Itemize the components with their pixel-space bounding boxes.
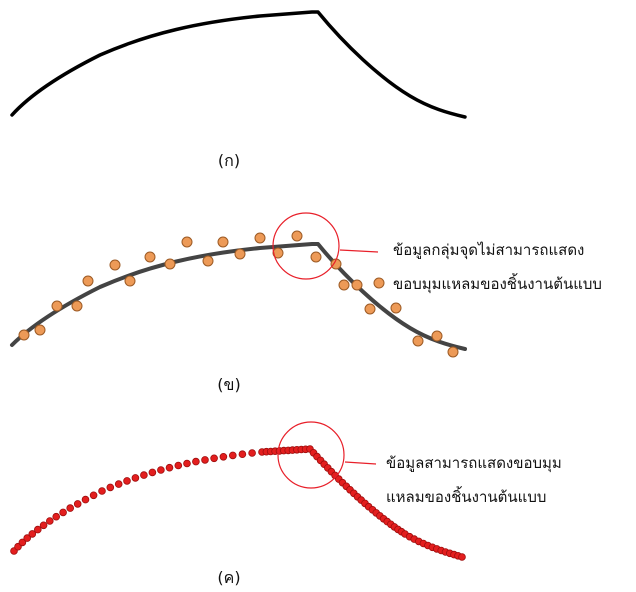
dense-point bbox=[192, 457, 200, 466]
sparse-point bbox=[51, 300, 63, 312]
dense-point bbox=[165, 463, 174, 472]
sparse-point bbox=[202, 255, 214, 267]
sparse-point bbox=[109, 259, 121, 271]
sparse-point bbox=[254, 232, 266, 244]
dense-point bbox=[458, 553, 466, 561]
profile-curve bbox=[10, 10, 467, 119]
dense-point bbox=[33, 525, 42, 534]
dense-point bbox=[98, 487, 106, 495]
dense-point bbox=[106, 483, 115, 492]
sparse-point bbox=[447, 346, 459, 358]
annotation-c-line-2: แหลมของชิ้นงานต้นแบบ bbox=[386, 486, 546, 506]
dense-point bbox=[210, 454, 218, 463]
sparse-point bbox=[71, 300, 83, 312]
sparse-point bbox=[431, 330, 443, 342]
dense-point bbox=[183, 459, 191, 468]
sparse-point bbox=[373, 277, 385, 289]
panel-b: ข้อมูลกลุ่มจุดไม่สามารถแสดง ขอบมุมแหลมขอ… bbox=[10, 212, 602, 394]
sparse-point bbox=[181, 236, 193, 248]
dense-point bbox=[66, 504, 74, 512]
sparse-point bbox=[82, 275, 94, 287]
dense-point bbox=[114, 480, 123, 488]
dense-point bbox=[238, 450, 247, 459]
panel-label-c: (ค) bbox=[217, 568, 240, 587]
highlight-circle-c bbox=[277, 421, 345, 489]
dense-point bbox=[131, 474, 140, 482]
dense-point bbox=[148, 468, 157, 477]
dense-point bbox=[219, 452, 228, 461]
sparse-point bbox=[164, 258, 176, 270]
sparse-point bbox=[338, 279, 350, 291]
sparse-point bbox=[18, 329, 30, 341]
dense-point bbox=[81, 495, 90, 504]
dense-point bbox=[39, 521, 48, 530]
sparse-point bbox=[144, 251, 156, 263]
sparse-point bbox=[310, 251, 322, 263]
fitted-curve bbox=[10, 242, 467, 351]
dense-point bbox=[123, 477, 131, 485]
dense-point bbox=[28, 530, 37, 538]
sparse-point bbox=[124, 275, 136, 287]
dense-point bbox=[18, 538, 27, 547]
panel-label-b: (ข) bbox=[217, 375, 240, 394]
sparse-point bbox=[291, 230, 303, 242]
dense-point bbox=[45, 517, 54, 525]
panel-label-a: (ก) bbox=[218, 151, 240, 170]
annotation-c-line-1: ข้อมูลสามารถแสดงขอบมุม bbox=[386, 454, 562, 473]
sparse-point bbox=[364, 303, 376, 315]
dense-point bbox=[201, 456, 209, 464]
dense-point bbox=[140, 471, 148, 479]
annotation-b-line-1: ข้อมูลกลุ่มจุดไม่สามารถแสดง bbox=[393, 241, 584, 260]
sparse-point bbox=[217, 236, 229, 248]
sparse-point bbox=[272, 247, 284, 259]
sparse-point-cloud bbox=[18, 230, 459, 358]
sparse-point bbox=[412, 335, 424, 347]
annotation-b-line-2: ขอบมุมแหลมของชิ้นงานต้นแบบ bbox=[393, 273, 602, 294]
dense-point bbox=[174, 461, 183, 470]
dense-point bbox=[23, 534, 32, 542]
sparse-point bbox=[351, 279, 363, 291]
dense-point bbox=[157, 466, 165, 474]
panel-a: (ก) bbox=[10, 10, 467, 170]
highlight-circle-b bbox=[272, 212, 340, 280]
leader-line-b bbox=[339, 249, 379, 253]
dense-point bbox=[59, 508, 67, 517]
sparse-point bbox=[390, 302, 402, 314]
sparse-point bbox=[34, 324, 46, 336]
dense-point bbox=[229, 451, 237, 460]
sparse-point bbox=[234, 248, 246, 260]
dense-point-cloud bbox=[10, 445, 466, 561]
dense-point bbox=[52, 512, 60, 521]
panel-c: ข้อมูลสามารถแสดงขอบมุม แหลมของชิ้นงานต้น… bbox=[10, 421, 562, 587]
dense-point bbox=[248, 449, 256, 457]
leader-line-c bbox=[344, 461, 377, 465]
dense-point bbox=[89, 491, 98, 500]
dense-point bbox=[73, 500, 82, 508]
